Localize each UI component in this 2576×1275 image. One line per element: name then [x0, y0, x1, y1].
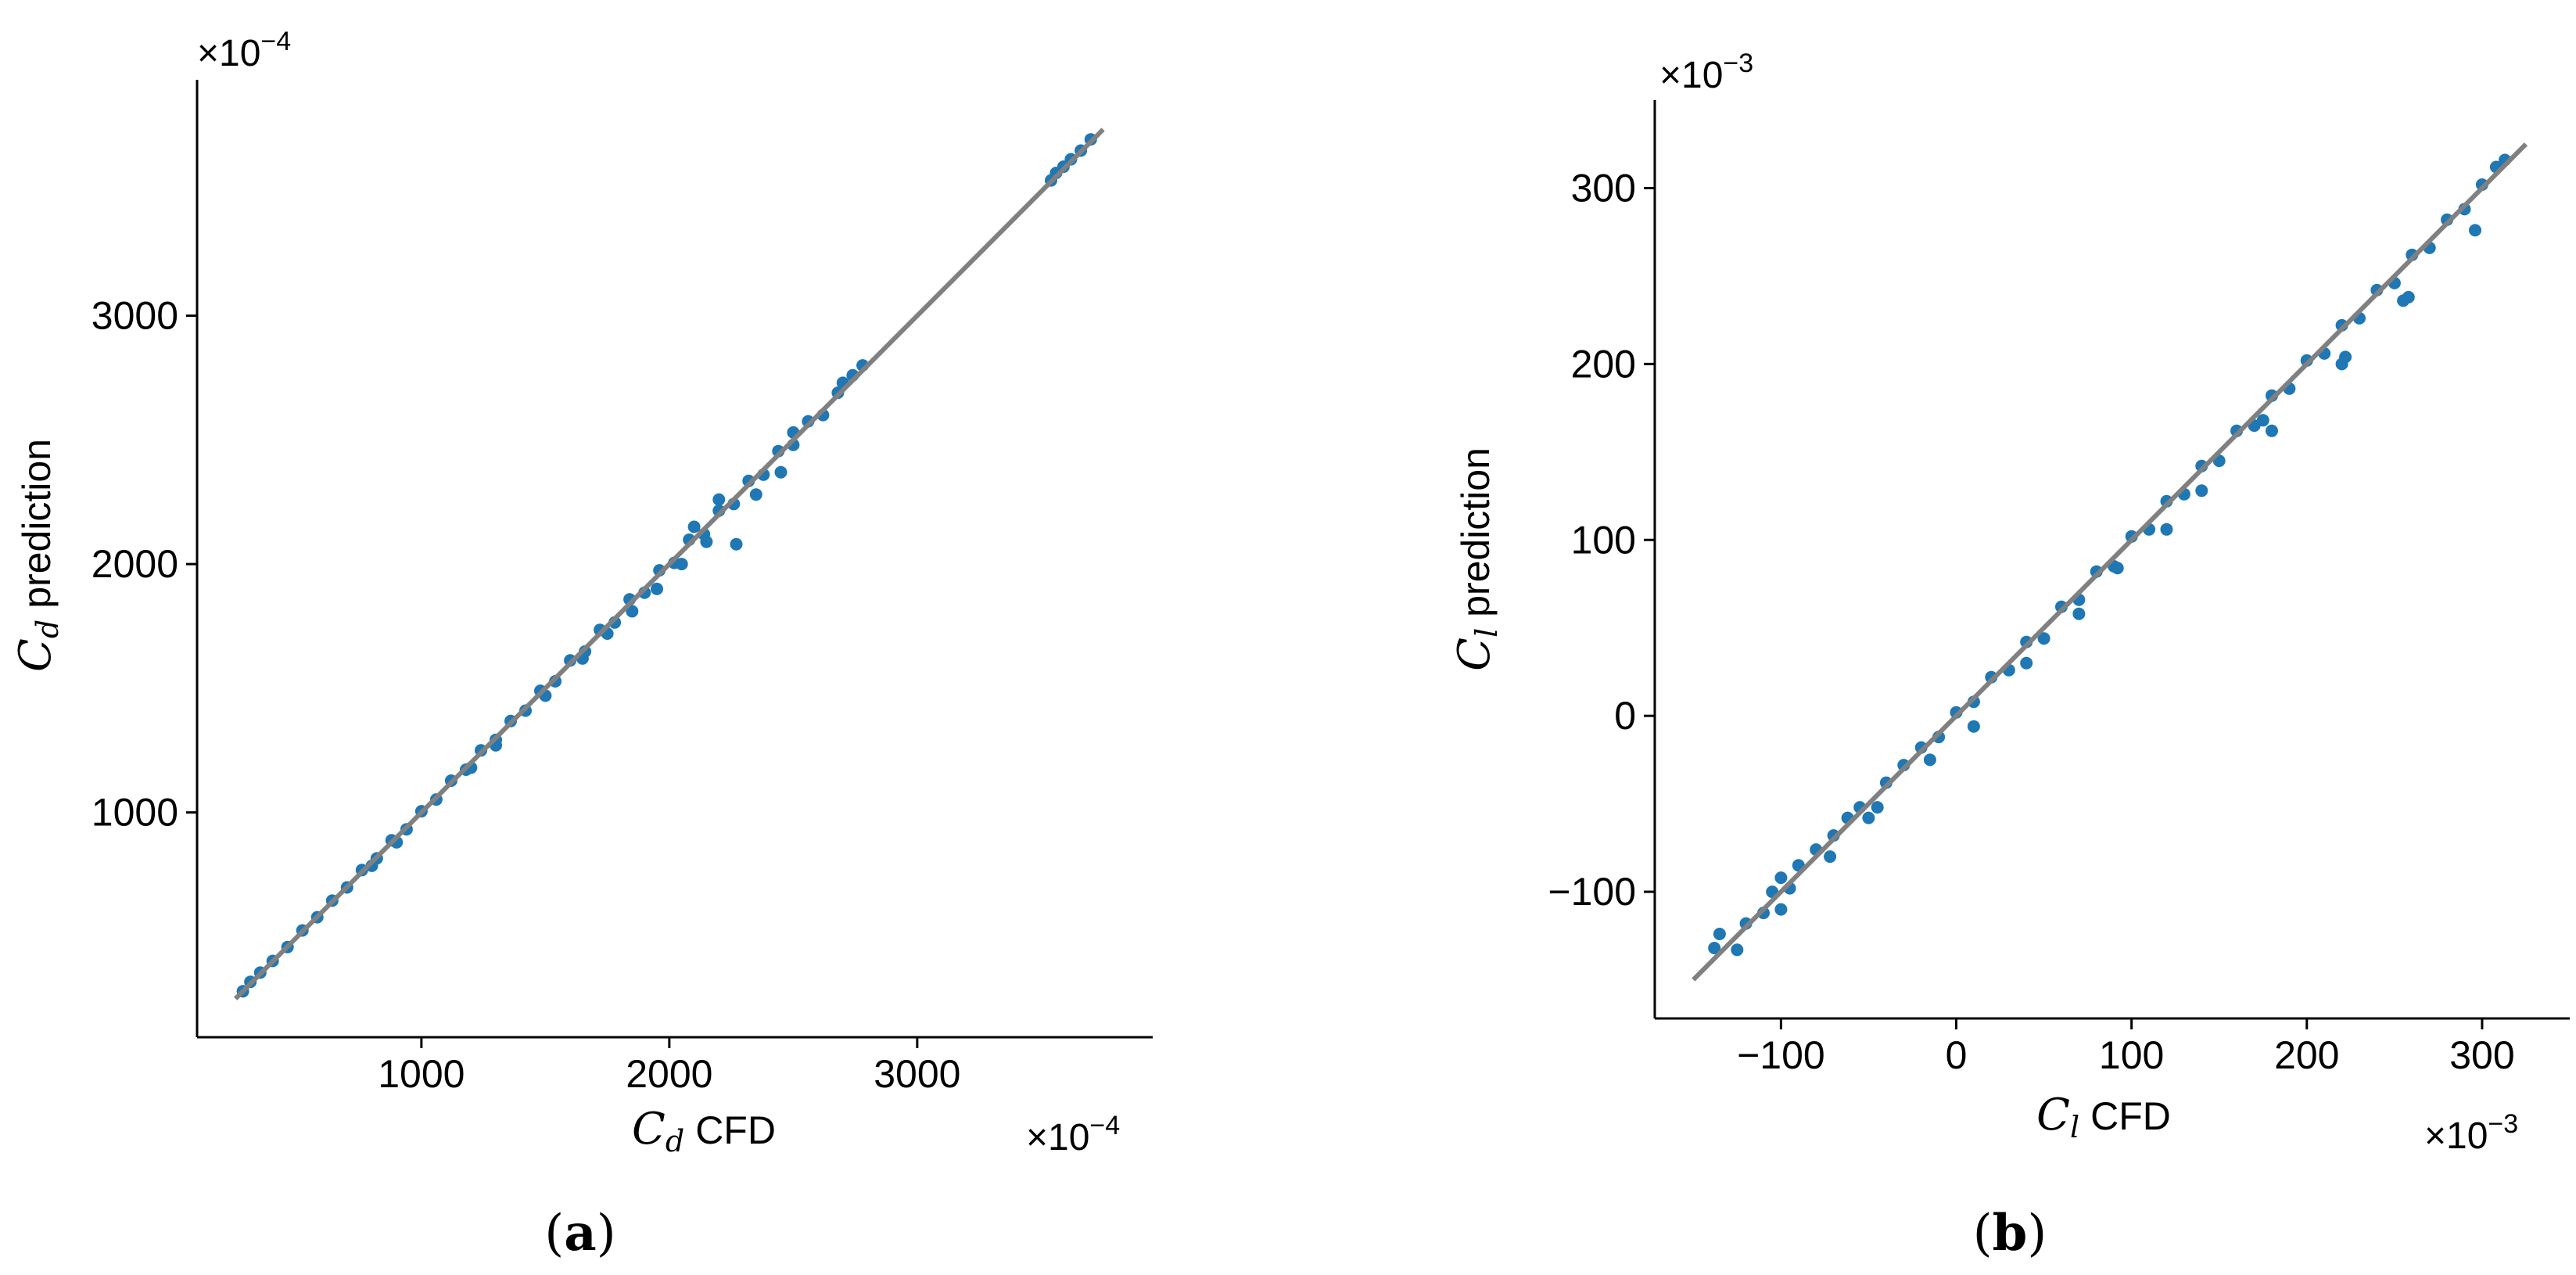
panel-a-x-tick-label-0: 1000 [378, 1052, 465, 1096]
panel-b-y-tick-label-3: 200 [1571, 342, 1636, 386]
panel-a-reference-line [234, 128, 1105, 1000]
panel-a-point-52 [687, 520, 701, 533]
panel-b-point-57 [2256, 414, 2269, 427]
panel-b-point-67 [1774, 903, 1788, 916]
panel-b-point-23 [2037, 632, 2050, 645]
panel-b-x-tick-label-4: 300 [2449, 1033, 2514, 1077]
panel-a: 1000 2000 3000 1000 2000 3000 ×10−4 ×10−4 Cd… [10, 27, 1153, 1262]
panel-a-x-axis-label: Cd CFD [632, 1104, 776, 1158]
panel-b-y-tick-label-0: −100 [1548, 870, 1636, 914]
panel-b-point-13 [1862, 811, 1875, 824]
panel-a-point-51 [774, 465, 788, 479]
panel-a-y-tick-label-2: 3000 [91, 294, 178, 338]
panel-a-point-48 [700, 535, 713, 548]
panel-a-y-tick-label-1: 2000 [91, 542, 178, 586]
panel-b-point-2 [1731, 943, 1744, 957]
panel-a-y-axis-label: Cdprediction [10, 439, 65, 672]
panel-b-point-62 [2020, 656, 2033, 670]
panel-a-y-tick-label-0: 1000 [91, 791, 178, 835]
panel-a-y-ticks: 1000 2000 3000 [91, 294, 197, 835]
panel-a-x-tick-label-1: 2000 [626, 1052, 712, 1096]
panel-b-points-layer [1708, 153, 2512, 957]
panel-b-point-58 [2195, 484, 2208, 497]
panel-b-y-axis-label: Clprediction [1449, 447, 1504, 671]
panel-b-point-51 [2469, 224, 2481, 237]
panel-b-x-tick-label-2: 100 [2099, 1033, 2164, 1077]
panel-b-x-ticks: −100 0 100 200 300 [1737, 1018, 2515, 1077]
panel-b-point-59 [2160, 523, 2173, 536]
panel-b-y-ticks: −100 0 100 200 300 [1548, 166, 1655, 914]
panel-a-point-50 [749, 488, 762, 501]
panel-b-point-64 [1923, 753, 1936, 767]
panel-b-y-multiplier: ×10−3 [1659, 48, 1753, 96]
panel-b-point-1 [1708, 942, 1721, 954]
panel-b-point-66 [1824, 850, 1837, 864]
panel-a-x-multiplier: ×10−4 [1026, 1111, 1120, 1158]
panel-b-x-tick-label-1: 0 [1946, 1033, 1968, 1077]
panel-a-point-49 [730, 537, 743, 551]
panel-b-point-61 [2072, 607, 2086, 620]
panel-a-label: (a) [544, 1204, 615, 1262]
panel-a-y-multiplier: ×10−4 [197, 27, 291, 74]
panel-b-x-tick-label-3: 200 [2274, 1033, 2339, 1077]
panel-a-x-tick-label-2: 3000 [874, 1052, 960, 1096]
panel-b-point-6 [1774, 871, 1788, 885]
panel-a-point-47 [675, 558, 688, 571]
panel-b-point-0 [1713, 928, 1726, 940]
panel-b-point-56 [2266, 424, 2278, 437]
panel-b-y-tick-label-4: 300 [1571, 166, 1636, 210]
panel-b-reference-line [1692, 142, 2528, 982]
panel-b-point-53 [2402, 290, 2415, 303]
panel-b-y-tick-label-1: 0 [1614, 694, 1636, 738]
panel-b-x-tick-label-0: −100 [1737, 1033, 1825, 1077]
panel-b: −100 0 100 200 300 −100 0 100 200 300 ×10−3 ×10−… [1449, 48, 2570, 1262]
panel-b-x-axis-label: Cl CFD [2036, 1090, 2171, 1144]
panel-b-point-60 [2111, 562, 2124, 575]
panel-b-point-55 [2339, 350, 2352, 364]
panel-a-x-ticks: 1000 2000 3000 [378, 1037, 960, 1096]
panel-b-point-63 [1967, 720, 1980, 733]
panel-b-label: (b) [1973, 1204, 2047, 1262]
panel-b-x-multiplier: ×10−3 [2424, 1109, 2518, 1157]
panel-b-point-65 [1871, 801, 1884, 814]
panel-a-point-45 [626, 605, 639, 618]
panel-a-point-46 [651, 582, 663, 595]
panel-b-y-tick-label-2: 100 [1571, 518, 1636, 562]
panel-a-point-53 [712, 493, 726, 506]
